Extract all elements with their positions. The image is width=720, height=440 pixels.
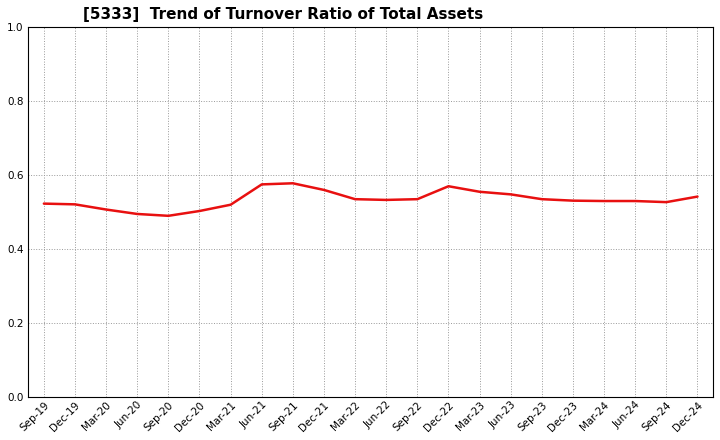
Text: [5333]  Trend of Turnover Ratio of Total Assets: [5333] Trend of Turnover Ratio of Total …	[83, 7, 483, 22]
